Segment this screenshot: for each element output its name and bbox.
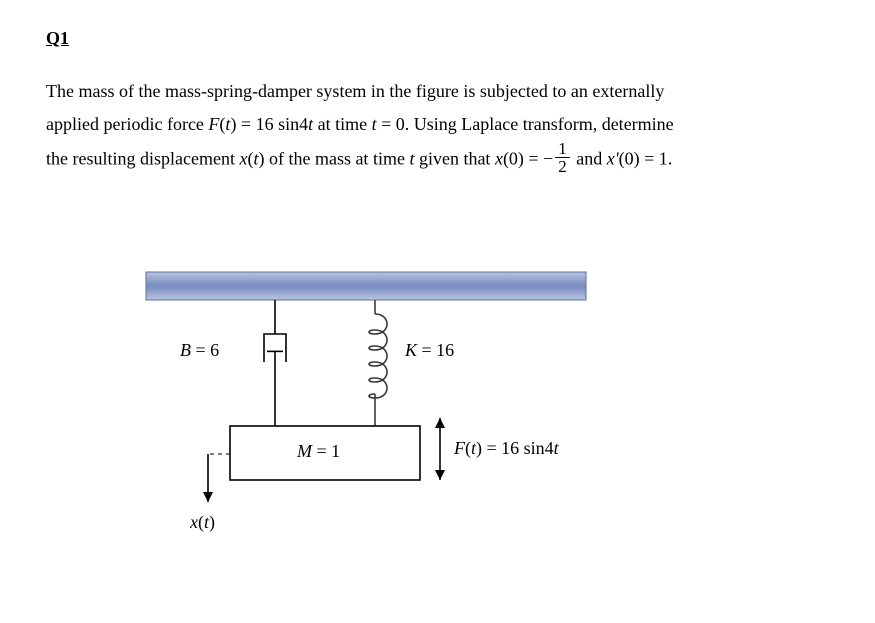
diagram-label: F(t) = 16 sin4t (454, 438, 654, 459)
system-diagram: B = 6K = 16M = 1F(t) = 16 sin4tx(t) (0, 0, 875, 623)
diagram-label: x(t) (190, 512, 390, 533)
diagram-label: B = 6 (180, 340, 380, 361)
diagram-label: K = 16 (405, 340, 605, 361)
